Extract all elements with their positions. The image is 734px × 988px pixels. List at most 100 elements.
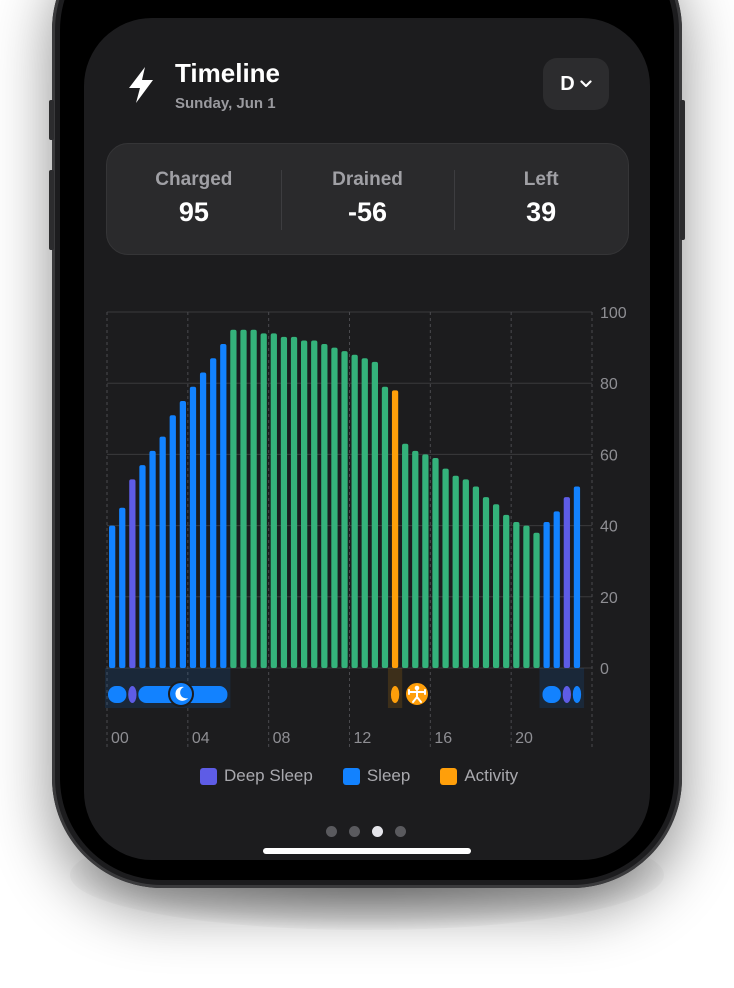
chart-bar [270,333,277,668]
y-tick-label: 20 [600,590,618,607]
sleep-strip [572,686,582,703]
chart-bar [139,465,146,668]
volume-up-button [49,170,54,250]
chart-bar [321,344,328,668]
chart-bar [391,390,399,668]
chart-bar [341,351,348,668]
x-tick-label: 20 [515,730,533,747]
chart-bar [432,457,439,668]
chart-bar [179,401,187,668]
chart-bar [331,347,338,668]
chart-bar [573,486,581,668]
x-tick-label: 12 [354,730,372,747]
chart-bar [543,522,550,668]
workout-icon [414,685,420,691]
stats-panel: Charged 95 Drained -56 Left 39 [106,143,629,255]
range-selector-button[interactable]: D [543,58,609,110]
legend-swatch [342,767,360,785]
x-tick-label: 16 [434,730,452,747]
chart-bar [189,386,197,668]
range-label: D [560,72,575,95]
moon-icon-badge [168,681,194,707]
stat-drained: Drained -56 [280,144,455,254]
legend-label: Activity [464,766,519,785]
x-tick-label: 08 [273,730,291,747]
x-tick-label: 00 [111,730,129,747]
chart-bar [402,443,409,668]
side-button [49,100,54,140]
chart-bar [361,358,368,668]
stat-value: -56 [347,197,388,227]
chart-bar [311,340,318,668]
chart-bar [563,497,570,668]
legend-item-sleep: Sleep [342,766,410,786]
y-tick-label: 60 [600,447,618,464]
chart-bar [533,532,540,668]
chart-bar [159,436,166,668]
y-tick-label: 40 [600,519,618,536]
stat-label: Left [523,169,559,190]
date-label: Sunday, Jun 1 [175,95,276,112]
chart-bar [290,336,298,668]
y-tick-label: 80 [600,376,618,393]
chart-bar [210,358,217,668]
chart-bar [230,329,237,668]
chart-bar [351,354,358,668]
chart-bar [280,336,288,668]
chart-legend: Deep Sleep Sleep Activity [200,766,518,786]
legend-label: Deep Sleep [224,766,313,785]
chart-bar [119,507,126,668]
chart-bar [169,415,176,668]
chart-bar [513,522,520,668]
page-dot[interactable] [349,826,360,837]
chevron-down-icon [580,80,592,88]
moon-icon [175,686,188,701]
chart-bar [129,479,136,668]
legend-item-deep-sleep: Deep Sleep [200,766,313,786]
workout-icon-figure [408,689,426,703]
chart-bar [301,340,308,668]
stat-value: 39 [526,197,557,227]
chart-bar [220,344,227,668]
page-dot[interactable] [326,826,337,837]
chart-bar [462,479,469,668]
stat-label: Charged [155,169,233,190]
power-button [680,100,685,240]
stat-charged: Charged 95 [107,144,281,254]
stat-value: 95 [178,197,209,227]
y-tick-label: 100 [600,305,627,322]
lightning-bolt-icon [129,67,153,103]
battery-timeline-chart: 0 20 40 60 80 100 00 04 08 12 16 20 [105,305,627,748]
x-tick-label: 04 [192,730,210,747]
chart-bar [260,333,267,668]
page-dot[interactable] [395,826,406,837]
page-title: Timeline [175,58,281,88]
sleep-strip [108,686,127,703]
deep-sleep-strip [128,686,137,703]
deep-sleep-strip [562,686,571,703]
home-indicator[interactable] [263,848,471,854]
legend-swatch [440,767,458,785]
sleep-strip [542,686,561,703]
chart-bar [472,486,480,668]
chart-bar [503,514,510,668]
chart-bar [523,525,530,668]
chart-bar [553,511,560,668]
chart-bar [199,372,207,668]
chart-bar [492,504,500,668]
chart-bar [452,475,459,668]
page-indicator[interactable] [326,826,406,837]
chart-bar [482,497,490,668]
chart-bar [412,450,419,668]
stat-left: Left 39 [454,144,628,254]
stat-label: Drained [332,169,403,190]
chart-bar [109,525,116,668]
chart-bar [149,450,156,668]
chart-bar [250,329,257,668]
page-dot-active[interactable] [372,826,383,837]
chart-bar [381,386,389,668]
y-tick-label: 0 [600,661,609,678]
legend-swatch [200,767,217,785]
chart-bar [371,361,378,668]
legend-item-activity: Activity [440,766,518,786]
